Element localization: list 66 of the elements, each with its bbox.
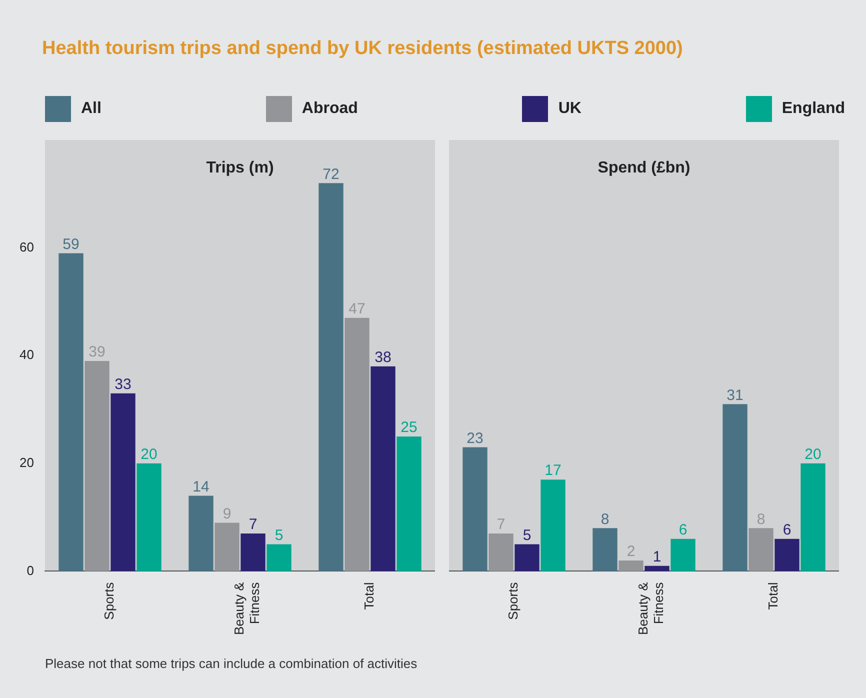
legend-label: All [80, 99, 102, 119]
x-tick-label: Sports [102, 582, 117, 620]
y-tick-label: 20 [20, 455, 34, 470]
data-label: 39 [88, 344, 106, 361]
legend-label: England [780, 99, 845, 119]
bar [618, 560, 644, 572]
data-label: 8 [756, 510, 766, 528]
bar [188, 496, 214, 572]
bar [266, 544, 292, 572]
x-tick-label: Beauty & Fitness [232, 582, 262, 636]
bar [722, 404, 748, 572]
bar [488, 534, 514, 572]
bar [110, 393, 136, 572]
data-label: 72 [322, 166, 340, 183]
data-label: 5 [274, 526, 284, 544]
bar [136, 463, 162, 572]
data-label: 20 [140, 446, 158, 464]
data-label: 2 [626, 543, 636, 560]
bar [84, 361, 110, 572]
bar [462, 447, 488, 572]
text: Spend (£bn) [598, 159, 690, 176]
x-tick-label: Beauty & Fitness [636, 582, 666, 636]
y-tick-label: 0 [26, 562, 34, 578]
data-label: 33 [114, 376, 132, 393]
bar [592, 528, 618, 572]
bar [344, 318, 370, 572]
data-label: 23 [466, 430, 484, 447]
legend-label: Abroad [300, 99, 358, 119]
y-tick-label: 40 [20, 347, 34, 362]
data-label: 59 [62, 236, 80, 253]
data-label: 31 [726, 386, 744, 404]
data-label: 9 [222, 505, 232, 522]
bar [514, 544, 540, 572]
bar [670, 538, 696, 572]
bar [748, 528, 774, 572]
data-label: 47 [348, 300, 366, 318]
bar [644, 566, 670, 572]
data-label: 8 [600, 510, 610, 528]
data-label: 7 [496, 516, 506, 534]
data-label: 17 [544, 462, 562, 480]
bar [800, 463, 826, 572]
data-label: 5 [522, 526, 532, 544]
text: Please not that some trips can include a combination of activities [45, 656, 418, 671]
data-label: 38 [374, 349, 392, 366]
chart-title: Health tourism trips and spend by UK residents (estimated UKTS 2000) [42, 38, 683, 60]
legend-label: UK [557, 99, 582, 119]
y-tick-label: 60 [20, 239, 34, 254]
data-label: 1 [652, 548, 662, 566]
bar [318, 183, 344, 572]
data-label: 25 [400, 419, 418, 436]
text: Trips (m) [206, 159, 274, 176]
data-label: 6 [782, 522, 792, 539]
bar [774, 538, 800, 572]
x-tick-label: Total [766, 582, 781, 610]
bar [240, 534, 266, 572]
bar [396, 436, 422, 572]
bar [58, 253, 84, 572]
data-label: 14 [192, 478, 210, 496]
bar [370, 366, 396, 572]
data-label: 6 [678, 522, 688, 539]
data-label: 7 [248, 516, 258, 534]
data-label: 20 [804, 446, 822, 464]
bar [214, 522, 240, 572]
x-tick-label: Total [362, 582, 377, 610]
x-tick-label: Sports [506, 582, 521, 620]
bar [540, 480, 566, 572]
